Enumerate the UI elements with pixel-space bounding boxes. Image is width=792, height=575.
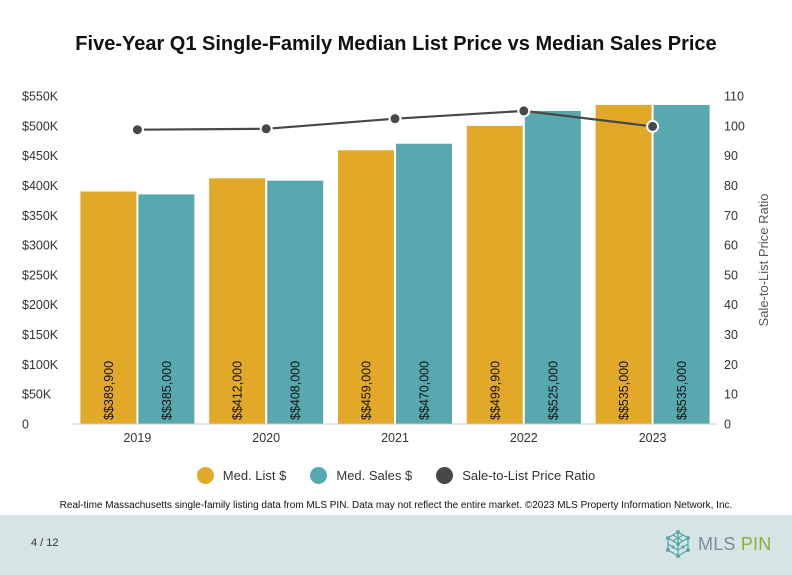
x-tick-label: 2021 [381, 431, 409, 445]
bar-data-label: $$470,000 [418, 361, 432, 420]
legend-label-sales: Med. Sales $ [336, 468, 413, 483]
bar-list-price [338, 150, 394, 424]
bar-sales-price [267, 180, 324, 424]
ratio-point [130, 123, 144, 137]
x-tick-label: 2020 [252, 431, 280, 445]
left-tick-label: $100K [22, 358, 59, 372]
bar-data-label: $$499,900 [488, 361, 502, 420]
bar-sales-price [396, 143, 452, 424]
bar-data-label: $$408,000 [289, 361, 303, 420]
left-tick-label: $400K [22, 179, 59, 193]
right-tick-label: 70 [724, 209, 738, 223]
bar-data-label: $$459,000 [360, 361, 374, 420]
left-tick-label: $200K [22, 298, 59, 312]
x-axis: 2019 2020 2021 2022 2023 [123, 431, 666, 445]
right-tick-label: 30 [724, 328, 738, 342]
logo-text: MLS PIN [698, 534, 771, 555]
right-tick-label: 50 [724, 268, 738, 282]
logo-text-mls: MLS [698, 533, 736, 554]
left-tick-label: $150K [22, 328, 59, 342]
bar-list-price [595, 104, 652, 424]
left-tick-label: $50K [22, 388, 52, 402]
bar-list-price [466, 125, 523, 425]
left-tick-label: $350K [22, 209, 59, 223]
mls-pin-logo: MLS PIN [664, 530, 771, 558]
legend-swatch-list [196, 467, 214, 484]
legend-item-ratio: Sale-to-List Price Ratio [436, 467, 595, 484]
right-axis-label: Sale-to-List Price Ratio [756, 194, 771, 327]
bar-sales-price [524, 110, 581, 424]
ratio-point [259, 122, 273, 136]
bar-data-label: $$412,000 [231, 361, 245, 420]
right-tick-label: 110 [724, 90, 744, 104]
left-axis: 0 $50K $100K $150K $200K $250K $300K $350K $400K… [22, 90, 59, 432]
legend-item-list: Med. List $ [196, 467, 287, 484]
legend-swatch-sales [310, 467, 328, 484]
bar-list-price [80, 191, 137, 424]
x-tick-label: 2023 [639, 431, 667, 445]
ratio-point [646, 119, 660, 133]
legend-swatch-ratio [436, 467, 454, 484]
left-tick-label: $450K [22, 149, 59, 163]
bar-sales-price [653, 104, 710, 424]
footnote: Real-time Massachusetts single-family li… [59, 500, 733, 511]
left-tick-label: $550K [22, 90, 59, 104]
left-tick-label: 0 [22, 418, 29, 432]
bar-data-label: $$385,000 [160, 361, 174, 420]
right-tick-label: 90 [724, 149, 738, 163]
ratio-point [517, 104, 531, 118]
legend-label-list: Med. List $ [222, 468, 287, 483]
bar-data-label: $$535,000 [617, 361, 631, 420]
bar-sales-price [138, 194, 195, 424]
page-number: 4 / 12 [31, 537, 59, 549]
right-tick-label: 80 [724, 179, 738, 193]
footer-bar: 4 / 12 MLS PIN [0, 515, 792, 575]
legend-item-sales: Med. Sales $ [310, 467, 412, 484]
bar-list-price [209, 178, 266, 424]
right-tick-label: 20 [724, 358, 738, 372]
bar-data-label: $$389,900 [102, 361, 116, 420]
bar-data-label: $$535,000 [675, 361, 689, 420]
left-tick-label: $250K [22, 268, 59, 282]
chart-title: Five-Year Q1 Single-Family Median List P… [75, 33, 717, 55]
bar-group: $$389,900 $$385,000 $$412,000 $$408,000 $$45… [80, 104, 710, 425]
x-tick-label: 2019 [123, 431, 151, 445]
legend-label-ratio: Sale-to-List Price Ratio [462, 468, 596, 483]
right-tick-label: 100 [724, 119, 745, 133]
logo-text-pin: PIN [740, 533, 772, 554]
left-tick-label: $500K [22, 119, 59, 133]
right-tick-label: 10 [724, 388, 738, 402]
right-axis: 0 10 20 30 40 50 60 70 80 90 100 110 [724, 90, 745, 432]
right-tick-label: 0 [724, 418, 731, 432]
left-tick-label: $300K [22, 239, 59, 253]
network-cube-icon [666, 530, 690, 558]
right-tick-label: 40 [724, 298, 738, 312]
legend: Med. List $ Med. Sales $ Sale-to-List Pr… [0, 467, 792, 484]
bar-data-label: $$525,000 [546, 361, 560, 420]
x-tick-label: 2022 [510, 431, 538, 445]
ratio-line-series [130, 104, 660, 137]
right-tick-label: 60 [724, 239, 738, 253]
ratio-point [388, 112, 402, 126]
chart-plot: 0 $50K $100K $150K $200K $250K $300K $350K $400K… [22, 90, 771, 446]
